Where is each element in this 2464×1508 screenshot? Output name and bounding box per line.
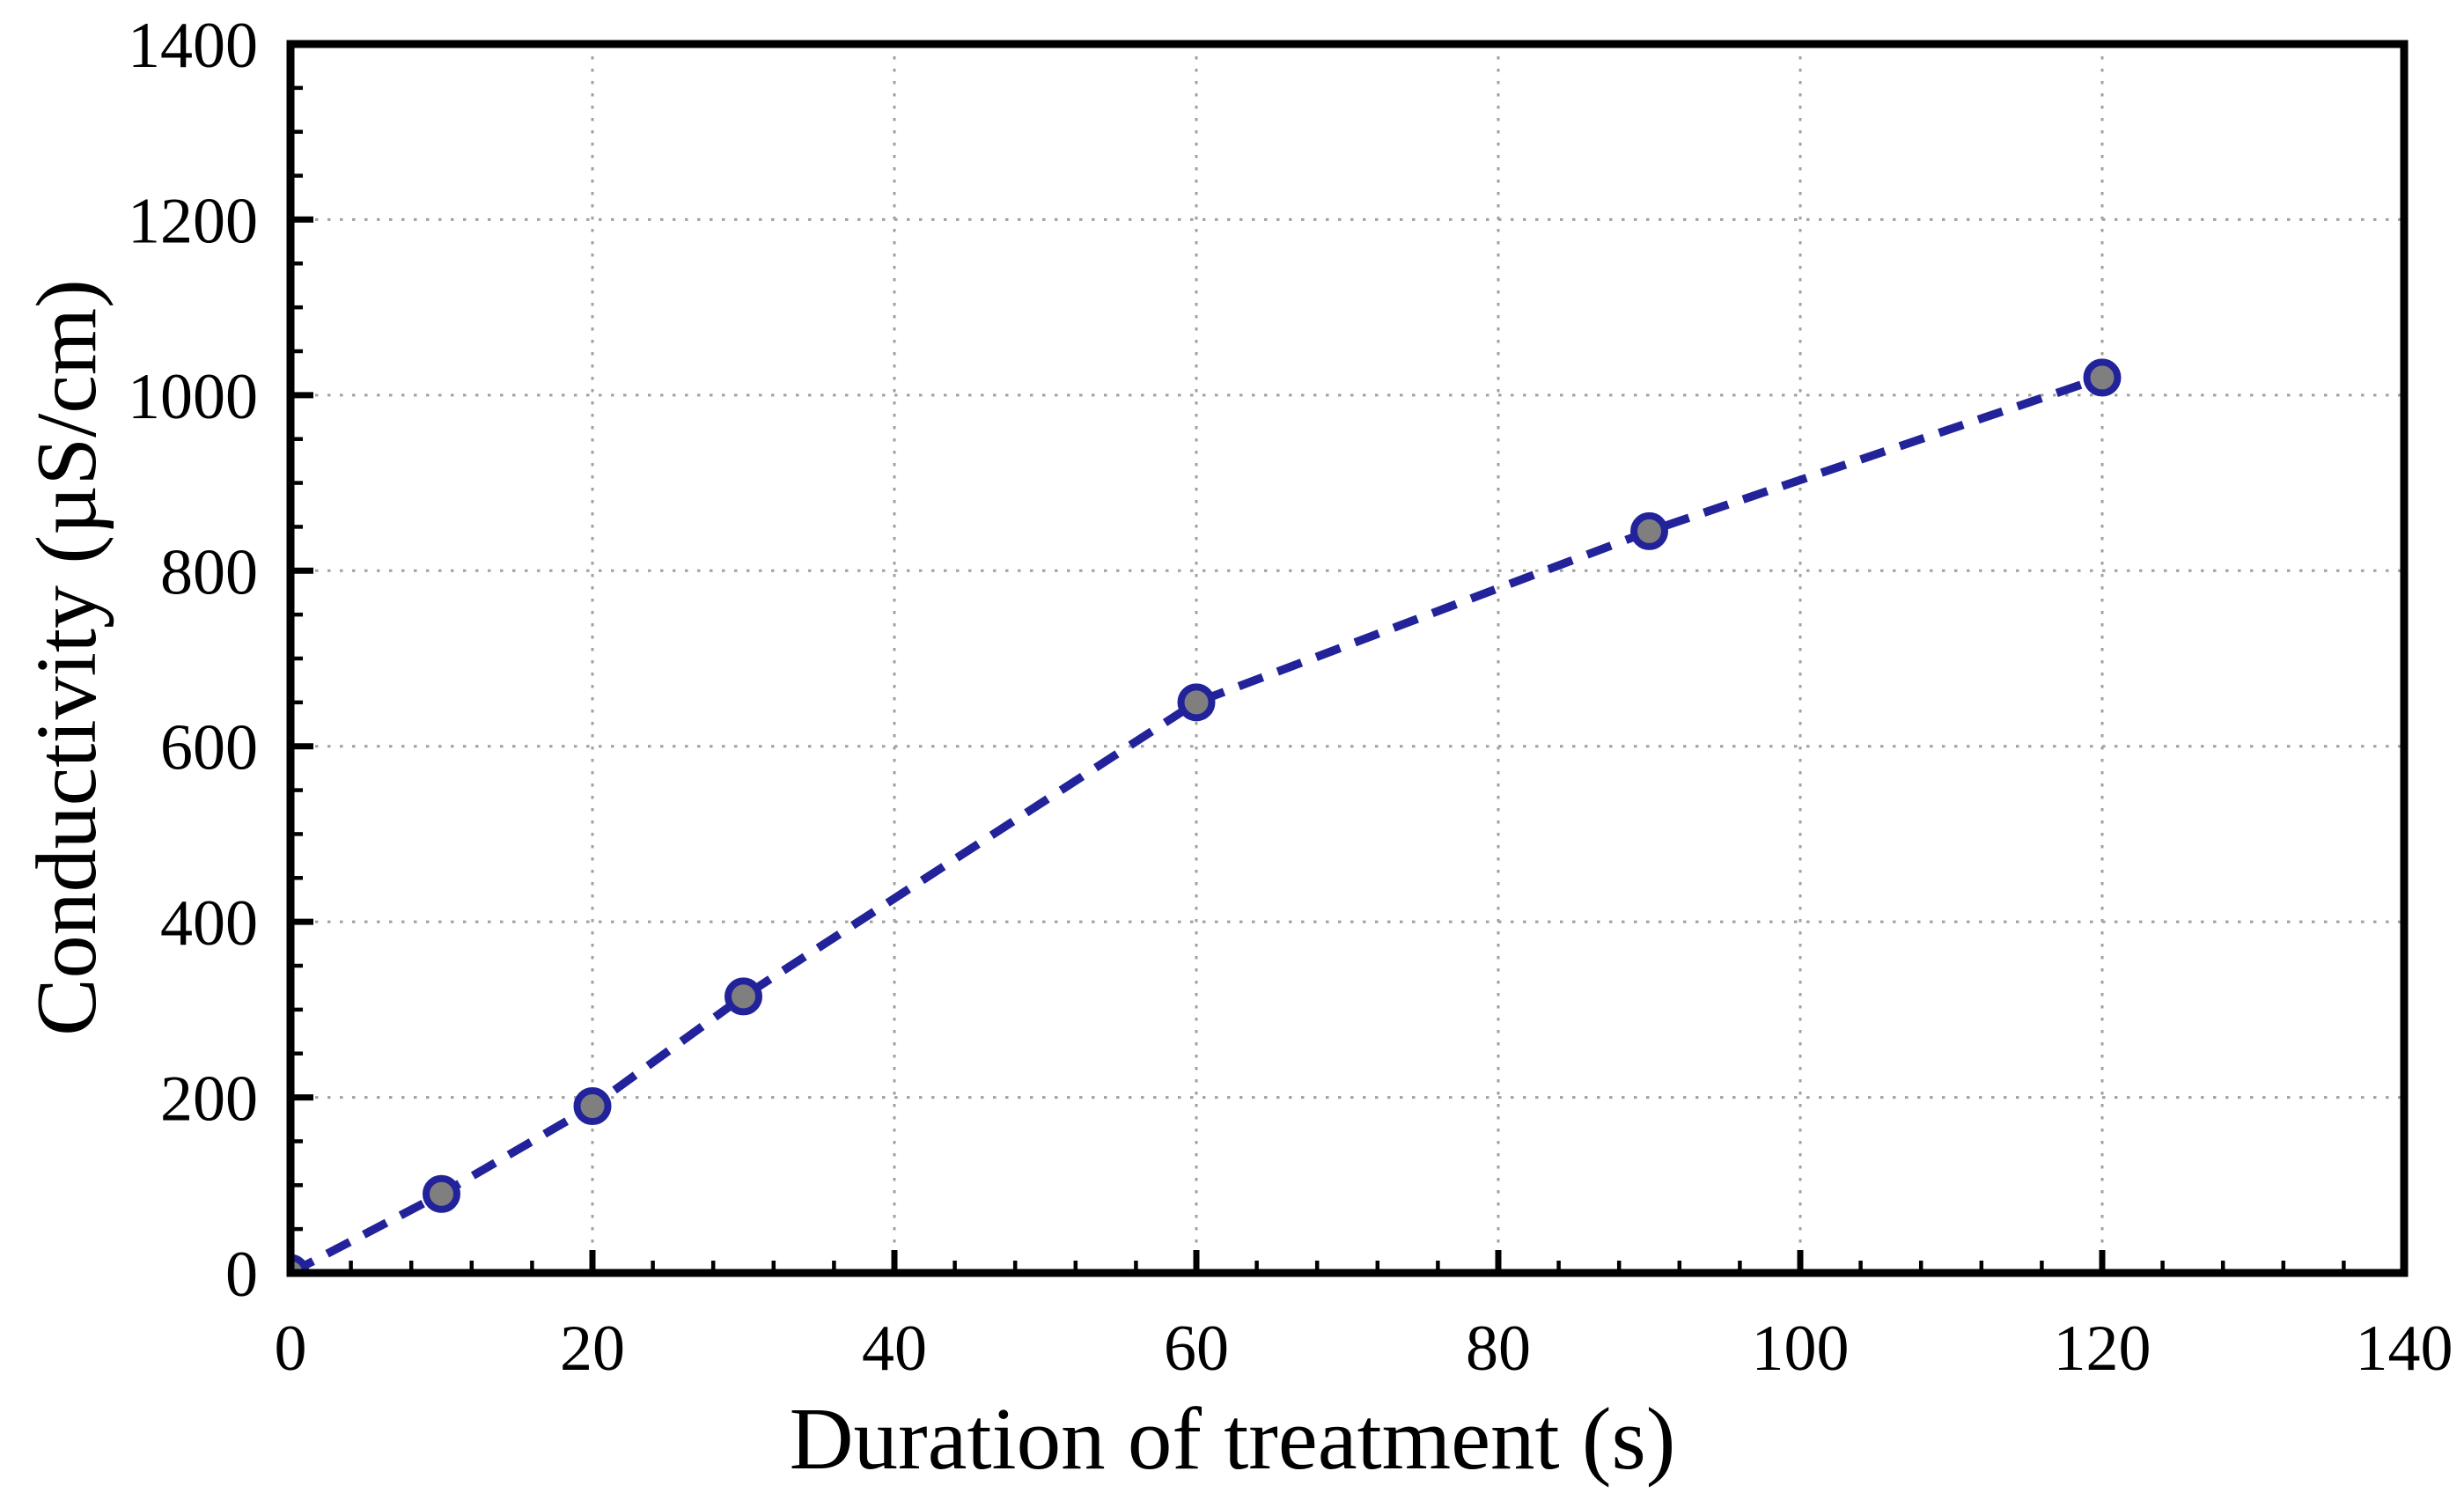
y-axis-label: Conductivity (µS/cm) — [19, 279, 114, 1035]
data-series — [291, 358, 2122, 1273]
x-tick-label: 20 — [560, 1313, 625, 1385]
x-tick-label: 40 — [862, 1313, 927, 1385]
y-tick-labels: 0 200 400 600 800 1000 1200 1400 — [128, 10, 258, 1311]
data-point-marker — [423, 1174, 460, 1213]
data-point-marker — [573, 1087, 612, 1126]
y-tick-label: 0 — [225, 1239, 258, 1311]
y-tick-label: 1200 — [128, 185, 258, 257]
x-tick-label: 100 — [1752, 1313, 1850, 1385]
x-tick-label: 0 — [275, 1313, 307, 1385]
data-point-marker — [1630, 511, 1668, 550]
x-tick-label: 140 — [2356, 1313, 2453, 1385]
y-tick-label: 200 — [160, 1063, 258, 1136]
x-tick-label: 80 — [1466, 1313, 1531, 1385]
y-tick-label: 600 — [160, 712, 258, 784]
y-tick-label: 400 — [160, 887, 258, 960]
data-point-marker — [1177, 683, 1216, 722]
data-point-marker — [724, 977, 762, 1016]
y-tick-label: 1400 — [128, 10, 258, 82]
x-tick-label: 120 — [2054, 1313, 2151, 1385]
axis-ticks — [287, 40, 2408, 1276]
y-tick-label: 800 — [160, 536, 258, 608]
x-tick-label: 60 — [1164, 1313, 1229, 1385]
x-tick-labels: 0 20 40 60 80 100 120 140 — [275, 1313, 2453, 1385]
x-axis-label: Duration of treatment (s) — [790, 1389, 1676, 1488]
gridlines — [291, 44, 2404, 1273]
data-point-marker — [2083, 358, 2122, 397]
y-tick-label: 1000 — [128, 361, 258, 433]
